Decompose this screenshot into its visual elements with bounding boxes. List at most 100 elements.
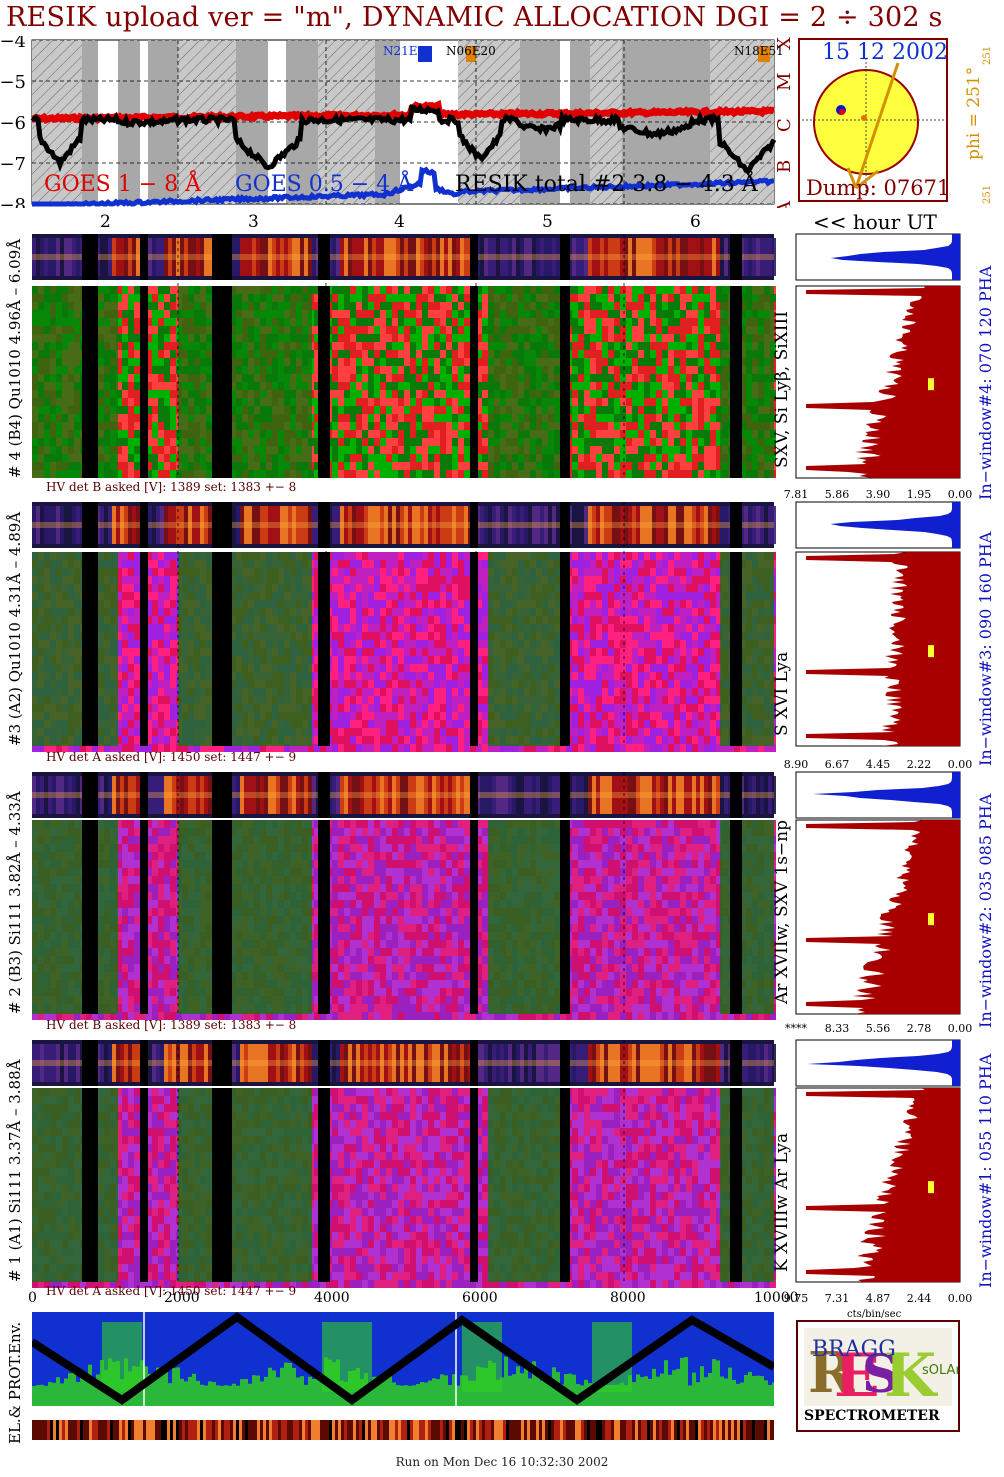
strip-col (700, 506, 704, 544)
spectrogram-cell (332, 302, 338, 310)
spectrogram-cell (56, 688, 62, 696)
spectrogram-cell (74, 560, 80, 568)
spectrogram-cell (44, 286, 50, 294)
spectrogram-cell (698, 470, 704, 478)
spectrogram-cell (230, 688, 236, 696)
spectrogram-cell (626, 454, 632, 462)
spectrogram-cell (110, 454, 116, 462)
spectrogram-cell (362, 334, 368, 342)
spectrogram-cell (254, 560, 260, 568)
spectrogram-cell (608, 422, 614, 430)
spectrogram-cell (200, 438, 206, 446)
spectrogram-cell (392, 648, 398, 656)
spectrogram-cell (224, 366, 230, 374)
spectrogram-cell (716, 462, 722, 470)
spectrogram-cell (242, 728, 248, 736)
goes-class-letter: A (774, 200, 795, 208)
spectrogram-cell (104, 640, 110, 648)
spectrogram-cell (32, 552, 38, 560)
strip-col (404, 238, 408, 276)
spectrogram-cell (50, 736, 56, 744)
spectrogram-cell (278, 616, 284, 624)
spectrogram-cell (170, 552, 176, 560)
spectrogram-cell (266, 744, 272, 752)
spectrogram-cell (98, 366, 104, 374)
spectrogram-cell (182, 406, 188, 414)
spectrogram-cell (86, 568, 92, 576)
spectrogram-cell (38, 720, 44, 728)
strip-col (272, 238, 276, 276)
spectrogram-cell (464, 462, 470, 470)
spectrogram-cell (308, 382, 314, 390)
spectrogram-cell (632, 446, 638, 454)
spectrogram-cell (188, 374, 194, 382)
spectrogram-cell (500, 406, 506, 414)
spectrogram-cell (74, 712, 80, 720)
spectrogram-cell (638, 366, 644, 374)
spectrogram-cell (680, 286, 686, 294)
spectrogram-cell (296, 560, 302, 568)
spectrogram-cell (746, 382, 752, 390)
spectrogram-cell (338, 366, 344, 374)
spectrogram-cell (350, 552, 356, 560)
spectrogram-cell (38, 430, 44, 438)
spectrogram-cell (698, 438, 704, 446)
spectrogram-cell (254, 608, 260, 616)
spectrogram-cell (374, 616, 380, 624)
spectrogram-cell (578, 350, 584, 358)
spectrogram-cell (326, 462, 332, 470)
spectrogram-cell (398, 454, 404, 462)
spectrogram-cell (242, 438, 248, 446)
spectrogram-cell (320, 414, 326, 422)
spectrogram-cell (554, 286, 560, 294)
spectrogram-cell (338, 704, 344, 712)
spectrogram-cell (86, 656, 92, 664)
spectrogram-cell (530, 422, 536, 430)
spectrogram-cell (632, 350, 638, 358)
spectrogram-cell (308, 672, 314, 680)
spectrum-axis-tick: 0.00 (948, 488, 973, 501)
spectrogram-cell (614, 454, 620, 462)
spectrogram-cell (596, 446, 602, 454)
strip-col (68, 506, 72, 544)
strip-col (212, 238, 216, 276)
spectrogram-cell (356, 584, 362, 592)
spectrogram-cell (362, 552, 368, 560)
spectrogram-cell (314, 294, 320, 302)
spectrogram-cell (326, 358, 332, 366)
spectrogram-cell (104, 430, 110, 438)
spectrogram-cell (164, 624, 170, 632)
strip-col (540, 238, 544, 276)
spectrogram-cell (68, 568, 74, 576)
spectrogram-cell (530, 334, 536, 342)
spectrogram-cell (56, 616, 62, 624)
spectrogram-cell (680, 374, 686, 382)
spectrogram-cell (452, 454, 458, 462)
spectrogram-cell (320, 712, 326, 720)
spectrogram-cell (92, 302, 98, 310)
spectrogram-cell (230, 592, 236, 600)
spectrogram-cell (446, 422, 452, 430)
strip-col (316, 238, 320, 276)
spectrogram-cell (194, 704, 200, 712)
spectrogram-cell (50, 462, 56, 470)
strip-col (404, 506, 408, 544)
spectrogram-cell (200, 664, 206, 672)
spectrogram-cell (254, 568, 260, 576)
spectrogram-cell (386, 374, 392, 382)
spectrogram-cell (374, 728, 380, 736)
spectrogram-cell (392, 326, 398, 334)
spectrogram-cell (584, 374, 590, 382)
spectrogram-cell (170, 656, 176, 664)
spectrogram-cell (278, 390, 284, 398)
spectrogram-cell (578, 302, 584, 310)
spectrogram-cell (518, 350, 524, 358)
strip-col (432, 238, 436, 276)
spectrogram-cell (74, 568, 80, 576)
spectrogram-cell (386, 398, 392, 406)
spectrogram-cell (200, 632, 206, 640)
spectrogram-cell (494, 390, 500, 398)
spectrogram-cell (92, 592, 98, 600)
spectrogram-cell (92, 656, 98, 664)
spectrogram-cell (530, 438, 536, 446)
